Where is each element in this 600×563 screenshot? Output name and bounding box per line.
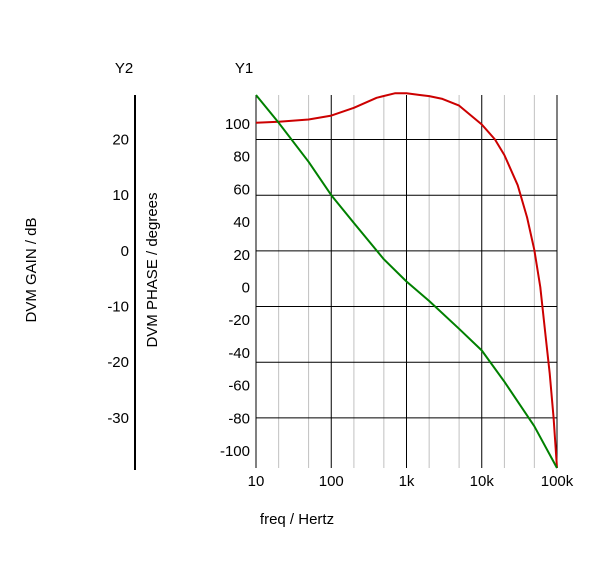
y2-tick-label: 20 bbox=[112, 132, 129, 149]
y1-tick-label: 100 bbox=[225, 116, 250, 133]
y2-tick-label: 10 bbox=[112, 187, 129, 204]
series-layer bbox=[255, 92, 558, 469]
y1-tick-label: -40 bbox=[228, 345, 250, 362]
y1-axis-name: Y1 bbox=[235, 60, 253, 77]
series-line-1 bbox=[255, 92, 558, 469]
y1-tick-label: 0 bbox=[242, 280, 250, 297]
y1-axis-title: DVM PHASE / degrees bbox=[144, 192, 161, 347]
y1-tick-label: -60 bbox=[228, 378, 250, 395]
y2-axis-name: Y2 bbox=[115, 60, 133, 77]
y2-tick-label: -10 bbox=[107, 299, 129, 316]
tick-labels: 20100-10-20-30100806040200-20-40-60-80-1… bbox=[107, 116, 573, 490]
series-line-2 bbox=[255, 94, 558, 469]
y2-axis-title: DVM GAIN / dB bbox=[23, 217, 40, 322]
x-tick-label: 100k bbox=[541, 473, 574, 490]
y1-tick-label: -80 bbox=[228, 410, 250, 427]
y1-tick-label: 60 bbox=[233, 181, 250, 198]
x-tick-label: 10 bbox=[248, 473, 265, 490]
x-axis-title: freq / Hertz bbox=[260, 511, 334, 528]
x-tick-label: 1k bbox=[399, 473, 415, 490]
y1-tick-label: 40 bbox=[233, 214, 250, 231]
y2-tick-label: 0 bbox=[121, 243, 129, 260]
y2-tick-label: -30 bbox=[107, 410, 129, 427]
grid bbox=[255, 95, 558, 468]
y1-tick-label: 80 bbox=[233, 149, 250, 166]
y1-tick-label: -100 bbox=[220, 443, 250, 460]
y1-tick-label: 20 bbox=[233, 247, 250, 264]
x-tick-label: 100 bbox=[319, 473, 344, 490]
y2-tick-label: -20 bbox=[107, 354, 129, 371]
x-tick-label: 10k bbox=[470, 473, 495, 490]
y1-tick-label: -20 bbox=[228, 312, 250, 329]
